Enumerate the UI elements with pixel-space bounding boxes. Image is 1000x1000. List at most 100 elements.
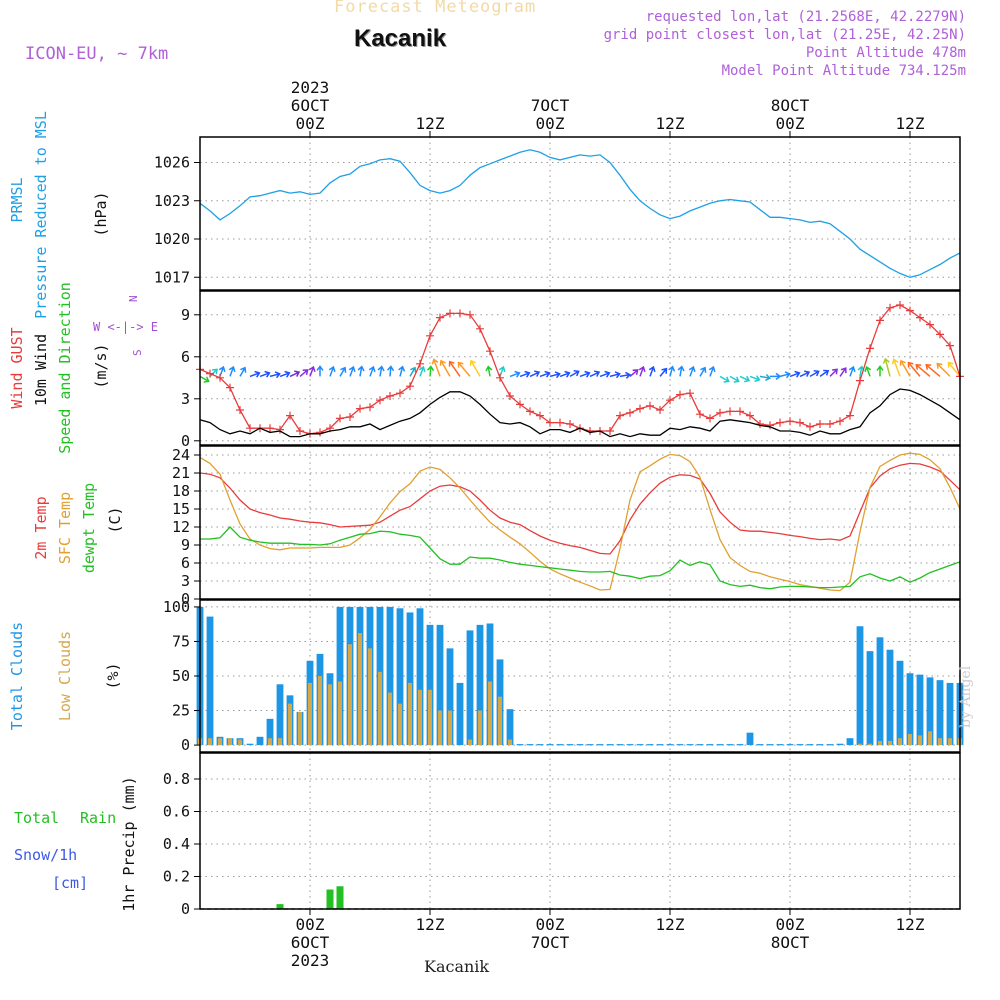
pressure-unit: (hPa) [92, 191, 110, 236]
gust-point [426, 331, 434, 340]
rain-bar [336, 886, 344, 909]
wind-direction-arrow [357, 365, 365, 377]
total-clouds-bar [766, 744, 774, 746]
total-clouds-bar [926, 677, 934, 746]
wind-direction-arrow [882, 357, 891, 377]
total-clouds-bar [596, 744, 604, 746]
wind-direction-arrow [848, 365, 856, 377]
wind-direction-arrow [418, 365, 426, 377]
total-clouds-bar [506, 709, 514, 746]
total-clouds-bar [606, 744, 614, 746]
low-clouds-bar [428, 689, 432, 746]
low-clouds-bar [328, 684, 332, 746]
wind-direction-arrow [559, 370, 571, 378]
precip-axis-label: 1hr Precip (mm) [120, 776, 138, 911]
total-clouds-bar [846, 738, 854, 746]
low-clouds-bar [488, 681, 492, 746]
panel-frame-pressure [199, 136, 961, 291]
wind-direction-arrow [589, 370, 601, 378]
wind-direction-arrow [759, 373, 772, 382]
wind-direction-arrow [398, 365, 406, 377]
gust-point [486, 347, 494, 356]
total-clouds-bar [546, 744, 554, 746]
total-clouds-bar [756, 744, 764, 746]
total-clouds-bar [686, 744, 694, 746]
clouds-unit: (%) [104, 662, 122, 689]
y-tick-label: 12 [172, 518, 190, 536]
bottom-time-label: 8OCT [771, 933, 810, 952]
bottom-time-label: 6OCT [291, 933, 330, 952]
wind-direction-arrow [299, 369, 309, 377]
wind-direction-arrow [386, 365, 395, 377]
wind-direction-arrow [629, 369, 639, 377]
series-dewpt-line [200, 526, 961, 590]
low-clouds-bar [918, 735, 922, 746]
rain-bar [276, 904, 284, 909]
total-clouds-bar [476, 624, 484, 746]
gust-point [446, 309, 454, 318]
wind-direction-arrow [228, 365, 236, 377]
wind-direction-arrow [638, 365, 646, 377]
total-clouds-bar [706, 744, 714, 746]
bottom-time-label: 12Z [656, 915, 685, 934]
total-clouds-bar [776, 744, 784, 746]
total-clouds-bar [536, 744, 544, 746]
wind-direction-arrow [539, 370, 551, 378]
series-pressure-line [199, 149, 961, 278]
gust-point [906, 306, 914, 315]
precip-total-label: Total [14, 809, 59, 827]
gust-point [556, 418, 564, 427]
wind-direction-arrow [708, 365, 716, 377]
gust-point [606, 427, 614, 435]
total-clouds-bar [256, 736, 264, 746]
wind-direction-arrow [599, 370, 611, 378]
gust-point [236, 406, 244, 414]
wind-direction-arrow [259, 370, 271, 378]
model-label: ICON-EU, ~ 7km [25, 44, 169, 64]
y-tick-label: 24 [172, 446, 190, 464]
wind-10m-label: 10m Wind [32, 334, 50, 406]
series-tsfc-line [199, 452, 961, 592]
wind-direction-arrow [907, 361, 921, 377]
total-clouds-bar [676, 744, 684, 746]
gust-point [686, 389, 694, 398]
gust-point [926, 320, 934, 329]
total-clouds-bar [936, 680, 944, 746]
wind-direction-arrow [839, 367, 847, 377]
wind-direction-arrow [377, 365, 385, 377]
y-tick-label: 0.2 [163, 868, 190, 886]
wind-direction-arrow [348, 365, 356, 377]
series-wind-line [199, 388, 961, 438]
point-altitude: Point Altitude 478m [805, 45, 966, 61]
bottom-time-label: 00Z [536, 915, 565, 934]
low-clouds-bar [358, 633, 362, 746]
low-clouds-bar [938, 738, 942, 746]
low-clouds-bar [298, 711, 302, 746]
gust-point [376, 396, 384, 405]
gust-point [336, 414, 344, 423]
gust-point [826, 420, 834, 428]
gust-point [406, 382, 414, 391]
bottom-time-label: 7OCT [531, 933, 570, 952]
gust-point [466, 310, 474, 319]
total-clouds-bar [896, 660, 904, 746]
footer-location: Kacanik [424, 957, 490, 976]
y-tick-label: 15 [172, 500, 190, 518]
wind-direction-arrow [579, 370, 591, 378]
gust-point [776, 418, 784, 427]
low-clouds-bar [888, 740, 892, 746]
total-clouds-bar [456, 682, 464, 746]
total-clouds-bar [246, 743, 254, 746]
y-tick-label: 1023 [154, 192, 190, 210]
low-clouds-bar [468, 739, 472, 746]
wind-direction-arrow [409, 366, 417, 377]
wind-direction-arrow [688, 365, 696, 377]
y-tick-label: 0.8 [163, 770, 190, 788]
gust-point [436, 313, 444, 322]
low-clouds-bar [908, 734, 912, 746]
low-clouds-bar [878, 740, 882, 746]
y-tick-label: 3 [181, 390, 190, 408]
low-clouds-bar [948, 738, 952, 746]
low-clouds-bar [208, 738, 212, 746]
temp-2m-label: 2m Temp [32, 496, 50, 559]
